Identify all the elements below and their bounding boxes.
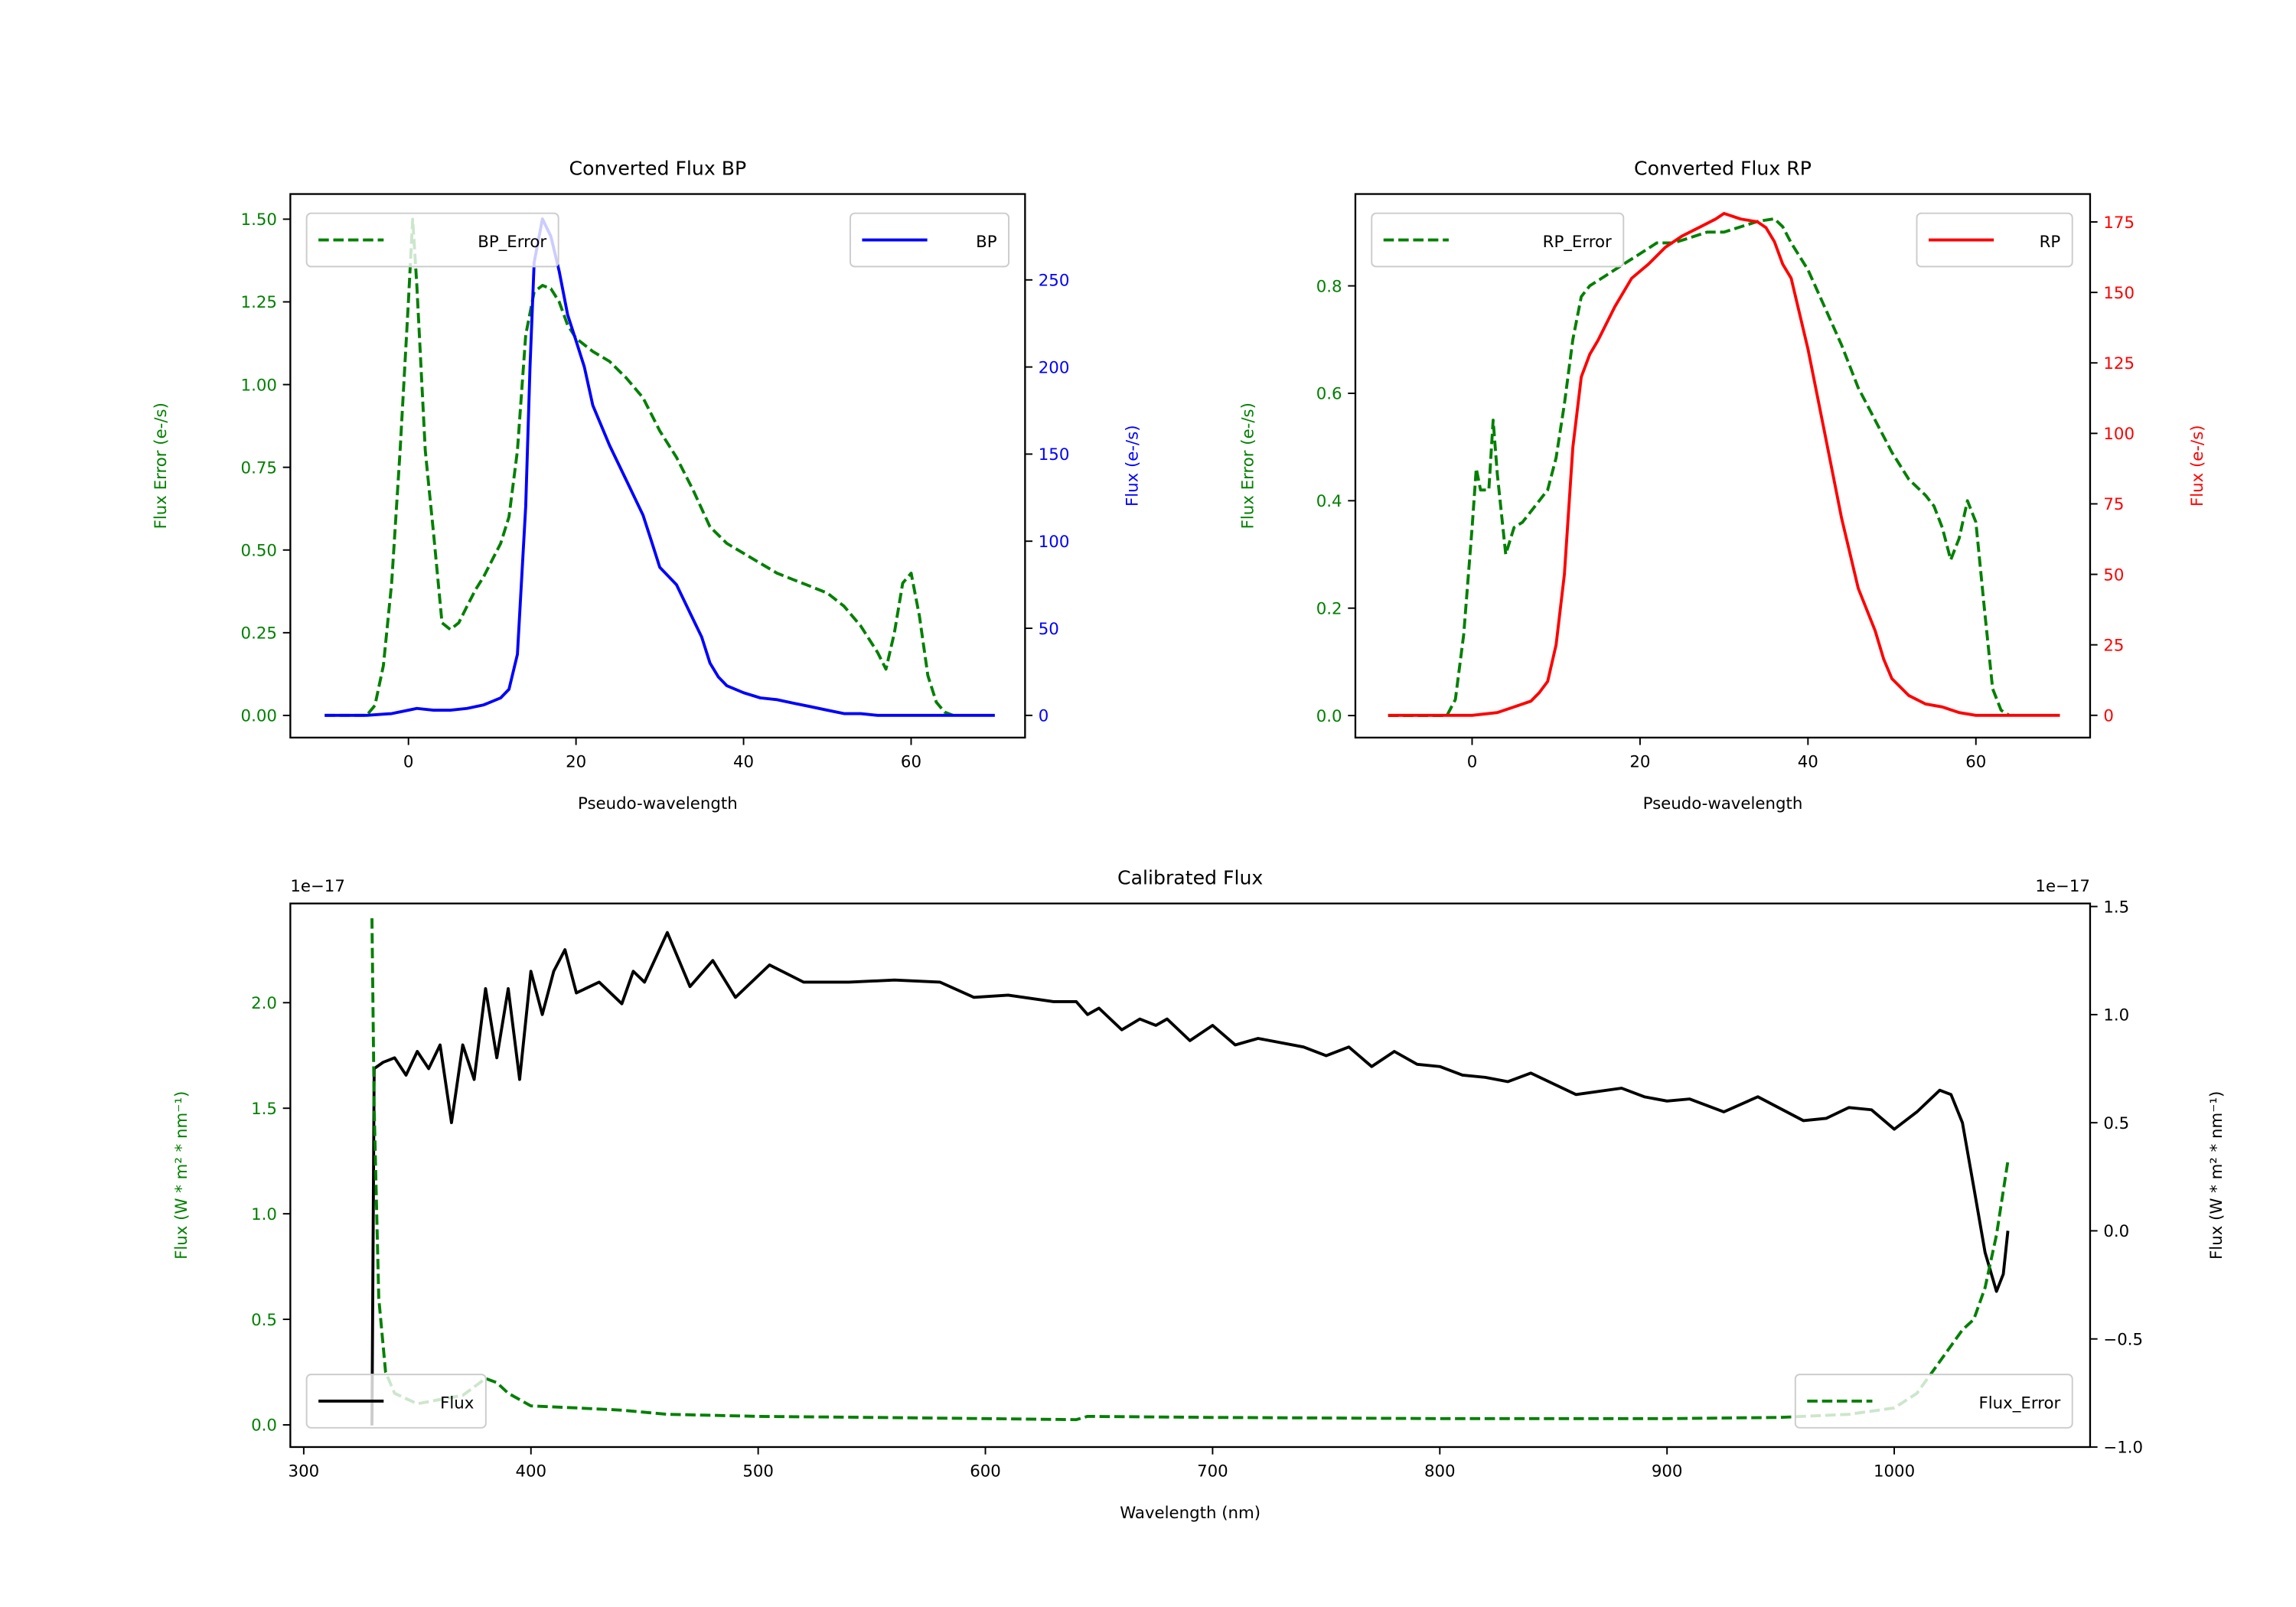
chart-converted-flux-bp: 0 20 40 60 0.00 0.25 0.50 0.75 1.00 1.25 1.50 0 50 10… — [152, 157, 1143, 813]
legend-bp_error: BP_Error — [305, 212, 559, 268]
legend-label: RP — [2040, 233, 2061, 252]
y-left-axis-label: Flux (W * m² * nm⁻¹) — [172, 1091, 191, 1260]
y-left-tick-label: 0.25 — [241, 624, 277, 644]
y-left-tick-label: 1.5 — [251, 1100, 277, 1119]
x-axis-label: Pseudo-wavelength — [578, 794, 738, 813]
legend-rp: RP — [1916, 212, 2073, 268]
y-right-tick-label: 125 — [2103, 354, 2135, 373]
axes-frame — [289, 193, 1026, 739]
x-axis-label: Pseudo-wavelength — [1643, 794, 1803, 813]
x-tick-label: 20 — [566, 753, 586, 772]
series-line-bp — [325, 217, 995, 717]
x-tick-label: 500 — [742, 1462, 774, 1482]
legend-box — [1371, 212, 1625, 268]
series-line-rp_error — [1388, 217, 2011, 717]
y-left-tick-label: 1.0 — [251, 1205, 277, 1224]
y-right-tick-label: 100 — [1039, 533, 1070, 552]
legend-bp: BP — [850, 212, 1010, 268]
y-left-tick-label: 0.00 — [241, 707, 277, 726]
series-line-flux_error — [370, 918, 2010, 1422]
x-tick-label: 1000 — [1874, 1462, 1915, 1482]
y-right-tick-label: 0.5 — [2103, 1114, 2129, 1133]
axes-frame — [289, 902, 2092, 1449]
chart-title: Converted Flux BP — [569, 157, 747, 179]
y-right-tick-label: 0.0 — [2103, 1222, 2129, 1241]
x-tick-label: 800 — [1424, 1462, 1456, 1482]
legend-box — [850, 212, 1010, 268]
legend-rp_error: RP_Error — [1371, 212, 1625, 268]
legend-box — [1916, 212, 2073, 268]
y-right-tick-label: 25 — [2103, 636, 2124, 655]
x-tick-label: 40 — [1798, 753, 1818, 772]
y-right-tick-label: 1.5 — [2103, 898, 2129, 917]
legend-flux_error: Flux_Error — [1794, 1374, 2073, 1429]
x-axis-label: Wavelength (nm) — [1120, 1504, 1261, 1523]
y-left-tick-label: 0.4 — [1316, 492, 1342, 511]
x-tick-label: 400 — [515, 1462, 546, 1482]
y-left-tick-label: 0.0 — [1316, 707, 1342, 726]
legend-box — [305, 212, 559, 268]
y-right-offset-text: 1e−17 — [2035, 877, 2090, 896]
x-tick-label: 60 — [1965, 753, 1986, 772]
y-left-tick-label: 0.5 — [251, 1311, 277, 1330]
y-right-tick-label: 100 — [2103, 425, 2135, 444]
x-tick-label: 900 — [1652, 1462, 1683, 1482]
legend-label: RP_Error — [1543, 233, 1612, 252]
y-right-tick-label: 0 — [1039, 707, 1049, 726]
y-right-tick-label: 75 — [2103, 495, 2124, 514]
axes-frame — [1354, 193, 2092, 739]
y-left-tick-label: 1.50 — [241, 210, 277, 230]
y-right-tick-label: 250 — [1039, 272, 1070, 291]
x-tick-label: 0 — [403, 753, 414, 772]
y-right-tick-label: 50 — [1039, 620, 1059, 639]
series-line-bp_error — [325, 217, 954, 717]
x-tick-label: 600 — [970, 1462, 1001, 1482]
chart-converted-flux-rp: 0 20 40 60 0.0 0.2 0.4 0.6 0.8 0 25 50 75 100 125 150 17… — [1238, 157, 2207, 813]
y-left-tick-label: 0.6 — [1316, 385, 1342, 404]
legend-label: Flux — [440, 1394, 474, 1413]
chart-title: Converted Flux RP — [1634, 157, 1812, 179]
y-right-tick-label: −1.0 — [2103, 1439, 2143, 1458]
y-left-axis-label: Flux Error (e-/s) — [152, 403, 171, 529]
x-tick-label: 20 — [1629, 753, 1650, 772]
y-right-axis-label: Flux (e-/s) — [1123, 425, 1142, 507]
legend-label: Flux_Error — [1979, 1394, 2061, 1413]
chart-calibrated-flux: 300 400 500 600 700 800 900 1000 0.0 0.5 1.0 1.5 2.0… — [172, 866, 2226, 1522]
y-left-tick-label: 0.0 — [251, 1416, 277, 1436]
y-left-tick-label: 2.0 — [251, 994, 277, 1013]
y-left-tick-label: 0.8 — [1316, 277, 1342, 296]
y-right-tick-label: 175 — [2103, 214, 2135, 233]
x-tick-label: 40 — [733, 753, 754, 772]
y-right-tick-label: 200 — [1039, 358, 1070, 377]
legend-box — [1794, 1374, 2073, 1429]
legend-label: BP — [976, 233, 997, 252]
legend-box — [305, 1374, 487, 1429]
series-line-flux — [370, 931, 2010, 1426]
y-right-tick-label: −0.5 — [2103, 1330, 2143, 1349]
y-left-tick-label: 0.75 — [241, 458, 277, 478]
y-right-tick-label: 150 — [1039, 445, 1070, 464]
y-left-tick-label: 1.25 — [241, 293, 277, 312]
x-tick-label: 700 — [1197, 1462, 1228, 1482]
y-left-tick-label: 0.50 — [241, 541, 277, 560]
y-left-tick-label: 1.00 — [241, 376, 277, 395]
x-tick-label: 60 — [901, 753, 921, 772]
y-right-tick-label: 150 — [2103, 284, 2135, 303]
chart-title: Calibrated Flux — [1117, 866, 1263, 888]
y-right-axis-label: Flux (e-/s) — [2188, 425, 2207, 507]
series-line-rp — [1388, 211, 2060, 717]
x-tick-label: 0 — [1467, 753, 1478, 772]
legend-label: BP_Error — [478, 233, 546, 252]
y-right-tick-label: 1.0 — [2103, 1006, 2129, 1025]
x-tick-label: 300 — [289, 1462, 320, 1482]
y-left-axis-label: Flux Error (e-/s) — [1238, 403, 1257, 529]
y-right-tick-label: 50 — [2103, 566, 2124, 585]
y-right-axis-label: Flux (W * m² * nm⁻¹) — [2207, 1091, 2226, 1260]
y-left-tick-label: 0.2 — [1316, 599, 1342, 618]
legend-flux: Flux — [305, 1374, 487, 1429]
y-right-tick-label: 0 — [2103, 707, 2114, 726]
y-left-offset-text: 1e−17 — [290, 877, 345, 896]
